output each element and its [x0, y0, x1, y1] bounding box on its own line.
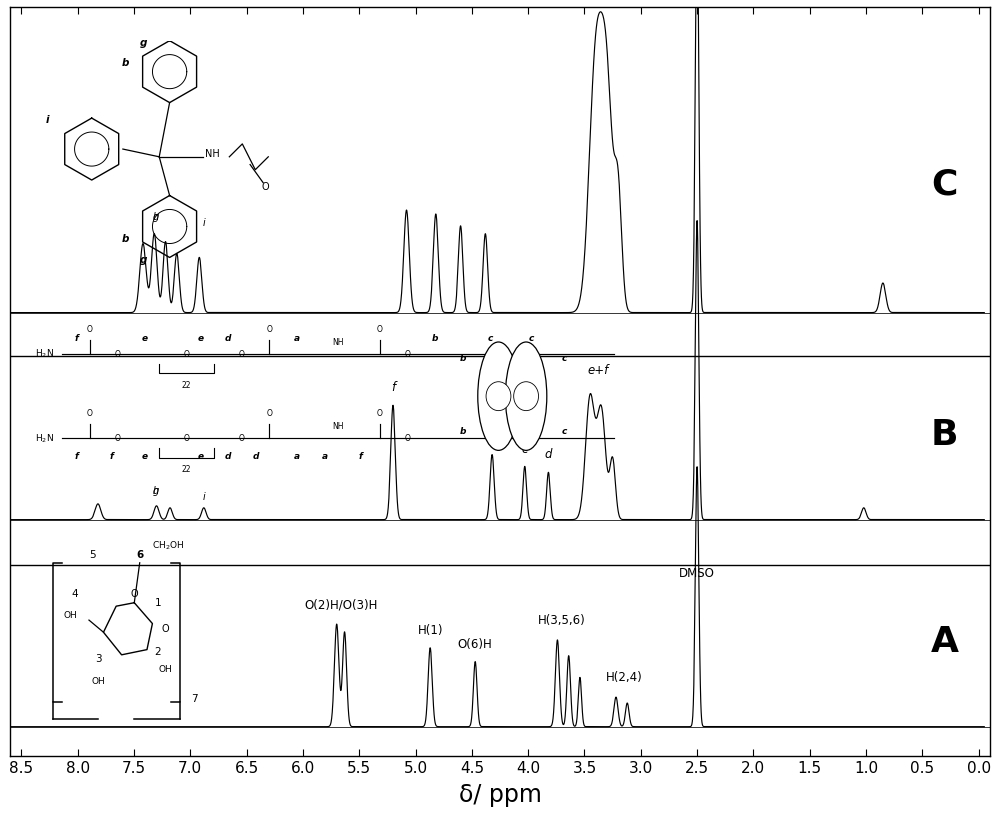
Text: g: g	[153, 212, 159, 222]
Text: h: h	[153, 486, 159, 496]
Text: i: i	[202, 492, 205, 502]
Text: H(2,4): H(2,4)	[606, 672, 642, 685]
Text: b: b	[488, 431, 496, 444]
Text: c: c	[522, 443, 528, 456]
Text: H(1): H(1)	[417, 624, 443, 637]
Text: H(3,5,6): H(3,5,6)	[538, 614, 586, 627]
Text: B: B	[931, 418, 959, 452]
Text: d: d	[545, 449, 552, 462]
X-axis label: δ/ ppm: δ/ ppm	[459, 783, 541, 807]
Text: C: C	[932, 167, 958, 201]
Text: h: h	[153, 212, 159, 222]
Text: e+f: e+f	[587, 364, 609, 377]
Text: f: f	[391, 382, 395, 395]
Text: O(6)H: O(6)H	[458, 638, 493, 651]
Text: A: A	[931, 624, 959, 659]
Text: O(2)H/O(3)H: O(2)H/O(3)H	[305, 598, 378, 611]
Text: DMSO: DMSO	[679, 567, 715, 580]
Text: i: i	[202, 218, 205, 228]
Text: g: g	[153, 486, 159, 496]
